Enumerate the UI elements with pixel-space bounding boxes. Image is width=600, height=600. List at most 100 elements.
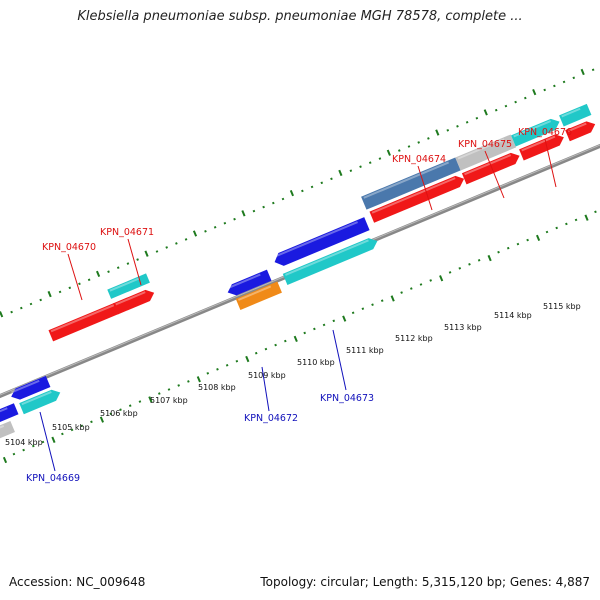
- major-tick: [584, 214, 589, 221]
- gene-arrow-shine: [109, 277, 140, 292]
- kbp-label: 5109 kbp: [248, 371, 286, 380]
- minor-tick: [58, 290, 62, 294]
- minor-tick: [456, 124, 459, 128]
- major-tick: [293, 335, 298, 343]
- major-tick: [196, 376, 201, 383]
- gene-feature: [0, 420, 15, 440]
- minor-tick: [155, 250, 159, 253]
- minor-tick: [417, 141, 421, 144]
- gene-feature: [565, 121, 596, 142]
- minor-tick: [126, 262, 130, 265]
- gene-arrow-body: [361, 157, 461, 210]
- minor-tick: [119, 408, 122, 412]
- minor-tick: [359, 165, 362, 168]
- kbp-labels: 5104 kbp 5105 kbp 5106 kbp 5107 kbp 5108 kbp…: [5, 302, 581, 447]
- gene-arrow-body: [461, 152, 520, 185]
- gene-feature: [48, 302, 123, 342]
- major-tick: [338, 169, 343, 177]
- gene-features: [0, 103, 596, 440]
- minor-tick: [475, 116, 479, 120]
- gene-feature: [11, 375, 51, 400]
- gene-arrow-body: [0, 420, 15, 440]
- minor-tick: [213, 225, 217, 229]
- kbp-label: 5108 kbp: [198, 383, 236, 392]
- gene-label[interactable]: KPN_04674: [392, 154, 446, 165]
- gene-feature: [519, 134, 564, 161]
- gene-arrow-shine: [21, 391, 52, 406]
- gene-arrow-shine: [464, 154, 512, 176]
- minor-tick: [555, 226, 558, 230]
- minor-tick: [281, 197, 285, 201]
- minor-tick: [313, 327, 316, 331]
- outer-tick-track: [0, 68, 595, 318]
- minor-tick: [361, 307, 365, 311]
- minor-tick: [80, 424, 84, 428]
- gene-label[interactable]: KPN_04670: [42, 242, 96, 253]
- gene-label[interactable]: KPN_04675: [458, 139, 512, 150]
- minor-tick: [429, 279, 433, 282]
- major-tick: [0, 311, 4, 318]
- minor-tick: [400, 291, 403, 294]
- major-tick: [487, 254, 492, 262]
- minor-tick: [368, 161, 372, 164]
- minor-tick: [591, 68, 595, 72]
- callout-line: [544, 138, 557, 188]
- major-tick: [390, 295, 395, 302]
- minor-tick: [351, 311, 355, 315]
- gene-arrow-body: [113, 289, 155, 315]
- major-tick: [148, 396, 153, 403]
- minor-tick: [320, 181, 324, 185]
- callout-line: [261, 366, 270, 412]
- major-tick: [2, 456, 8, 464]
- gene-arrow-body: [235, 281, 282, 310]
- major-tick: [435, 129, 440, 136]
- minor-tick: [184, 238, 188, 241]
- gene-arrow-shine: [11, 379, 40, 394]
- minor-tick: [177, 384, 180, 387]
- major-tick: [483, 109, 488, 116]
- minor-tick: [41, 440, 45, 444]
- major-tick: [96, 270, 101, 278]
- gene-label[interactable]: KPN_04671: [100, 227, 154, 238]
- minor-tick: [128, 404, 132, 407]
- gene-callouts: KPN_04669 KPN_04670 KPN_04671 KPN_04672 KPN_…: [26, 127, 572, 484]
- minor-tick: [116, 266, 120, 269]
- gene-label[interactable]: KPN_04669: [26, 473, 80, 484]
- minor-tick: [594, 210, 597, 214]
- gene-arrow-shine: [457, 138, 505, 160]
- kbp-label: 5111 kbp: [346, 346, 384, 355]
- genome-summary-text: Topology: circular; Length: 5,315,120 bp…: [260, 575, 590, 589]
- major-tick: [536, 234, 541, 242]
- inner-tick-track: [2, 210, 597, 464]
- gene-arrow-body: [227, 269, 272, 296]
- gene-arrow-shine: [238, 285, 272, 301]
- major-tick: [289, 189, 295, 197]
- gene-arrow-body: [11, 375, 51, 400]
- gene-arrow-body: [565, 121, 596, 142]
- gene-arrow-shine: [0, 407, 8, 417]
- minor-tick: [477, 258, 481, 262]
- minor-tick: [78, 282, 81, 286]
- major-tick: [192, 230, 198, 237]
- major-tick: [144, 250, 149, 257]
- kbp-label: 5110 kbp: [297, 358, 335, 367]
- gene-label[interactable]: KPN_04676: [518, 127, 572, 138]
- callout-line: [39, 411, 56, 472]
- minor-tick: [223, 221, 227, 225]
- major-tick: [439, 275, 444, 282]
- minor-tick: [107, 270, 110, 274]
- gene-arrow-shine: [567, 122, 587, 133]
- map-title: Klebsiella pneumoniae subsp. pneumoniae …: [77, 9, 523, 24]
- gene-arrow-body: [511, 118, 560, 147]
- gene-label[interactable]: KPN_04673: [320, 393, 374, 404]
- minor-tick: [225, 363, 229, 367]
- minor-tick: [545, 230, 549, 234]
- gene-label[interactable]: KPN_04672: [244, 413, 298, 424]
- minor-tick: [380, 299, 384, 302]
- minor-tick: [70, 428, 74, 432]
- gene-arrow-shine: [227, 273, 261, 289]
- callout-line: [484, 150, 505, 199]
- gene-feature: [361, 157, 461, 210]
- minor-tick: [271, 201, 275, 205]
